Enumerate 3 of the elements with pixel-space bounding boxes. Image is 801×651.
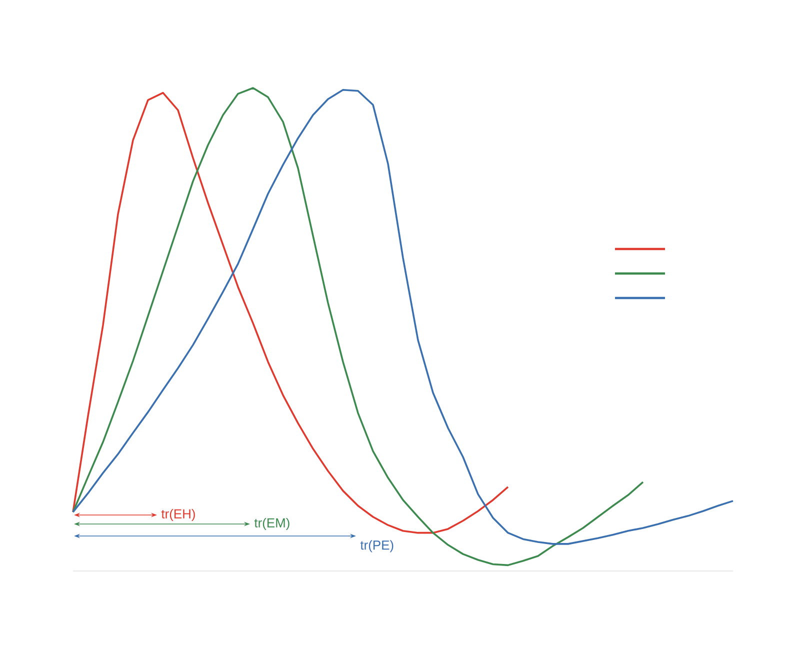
annotation: tr(PE) [360, 540, 394, 552]
annotation: tr(EM) [254, 518, 290, 530]
annotation: tr(EH) [161, 508, 195, 522]
